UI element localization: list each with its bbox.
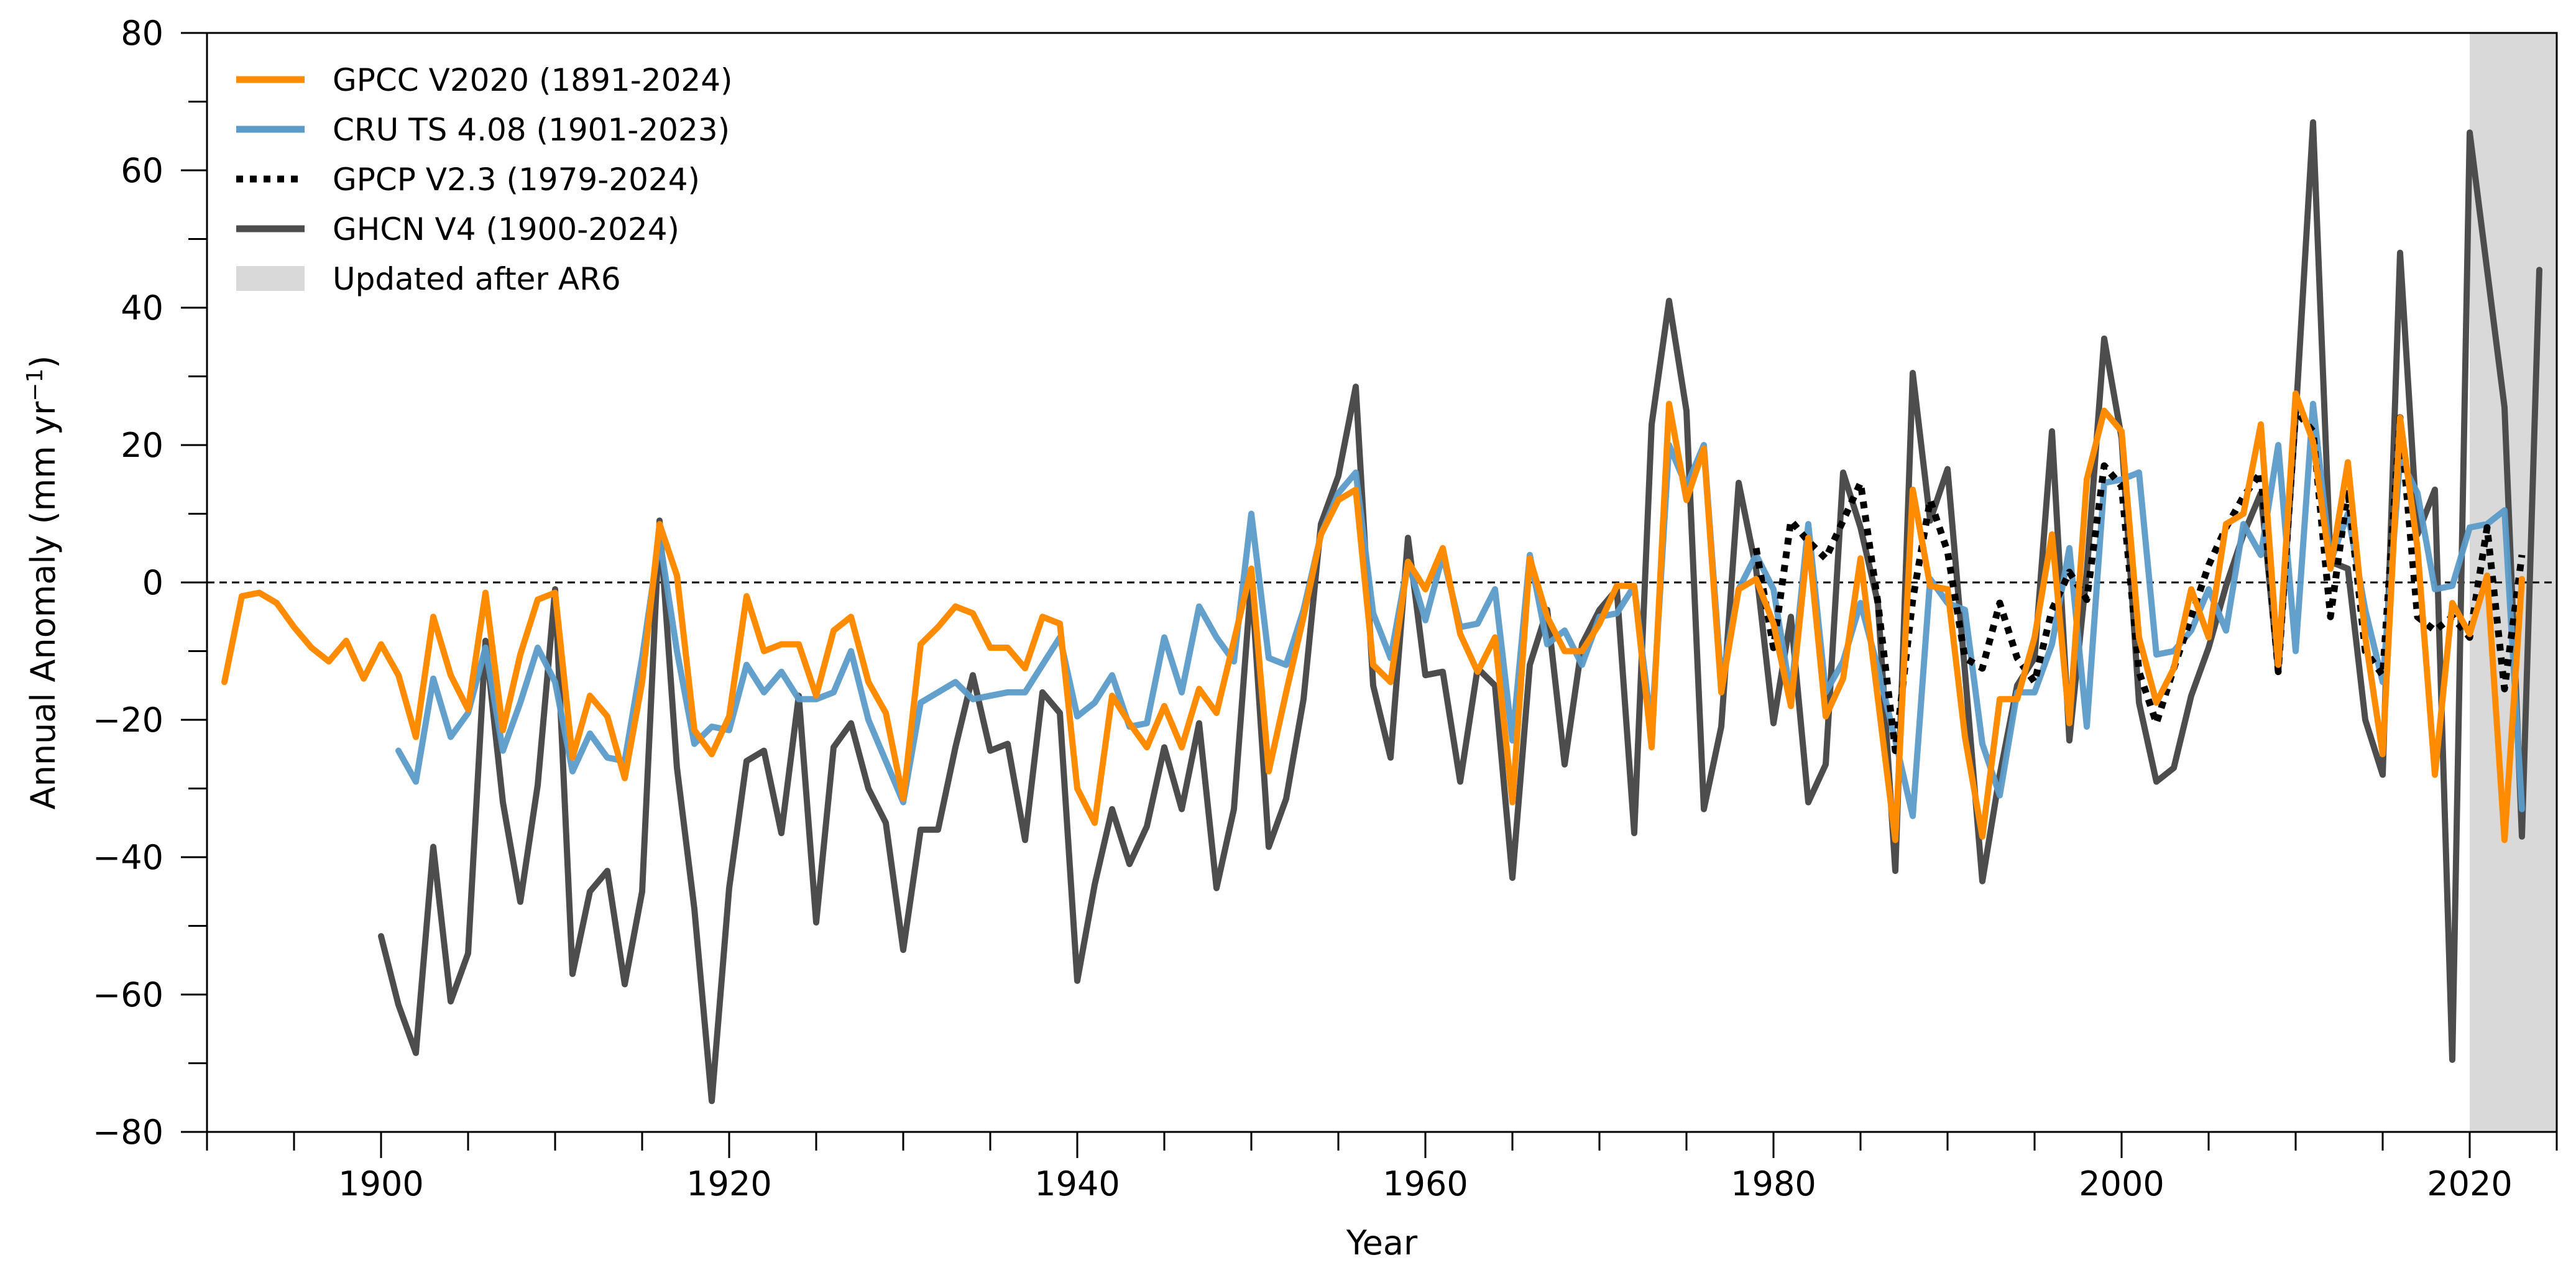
x-tick-label: 2020 [2427,1164,2512,1203]
x-axis-label: Year [1346,1223,1418,1262]
y-axis-label-main: Annual Anomaly (mm yr [24,401,63,809]
series-line-1 [395,400,2525,819]
y-tick-label: −80 [93,1113,163,1152]
y-tick-label: 60 [121,151,163,190]
series-line-0 [221,390,2525,844]
legend-label: GPCP V2.3 (1979-2024) [333,162,700,198]
series-line-3 [378,119,2542,1105]
y-tick-label: 40 [121,288,163,328]
x-tick-label: 1920 [686,1164,771,1203]
y-tick-label: −60 [93,975,163,1014]
y-axis-label-superscript: −1 [22,369,48,402]
legend-label: GPCC V2020 (1891-2024) [333,62,733,98]
legend-label: GHCN V4 (1900-2024) [333,211,679,247]
legend-swatch-shaded [236,266,305,291]
x-tick-label: 2000 [2079,1164,2164,1203]
x-axis-ticks: 1900 1920 1940 1960 1980 2000 2020 [206,1132,2558,1203]
x-tick-label: 1900 [338,1164,423,1203]
y-tick-label: 0 [142,563,163,602]
y-tick-label: 20 [121,426,163,465]
y-tick-label: −20 [93,701,163,740]
y-axis-label-close: ) [24,356,63,369]
y-tick-label: −40 [93,838,163,877]
x-tick-label: 1980 [1731,1164,1816,1203]
y-axis-label: Annual Anomaly (mm yr−1) [22,356,63,810]
x-tick-label: 1940 [1034,1164,1120,1203]
series-lines [221,119,2542,1105]
legend-label: Updated after AR6 [333,261,621,297]
legend: GPCC V2020 (1891-2024) CRU TS 4.08 (1901-… [236,62,733,297]
legend-label: CRU TS 4.08 (1901-2023) [333,112,730,148]
x-tick-label: 1960 [1382,1164,1468,1203]
y-tick-label: 80 [121,14,163,53]
y-axis-ticks: −80 −60 −40 −20 0 20 40 60 80 [93,14,207,1152]
